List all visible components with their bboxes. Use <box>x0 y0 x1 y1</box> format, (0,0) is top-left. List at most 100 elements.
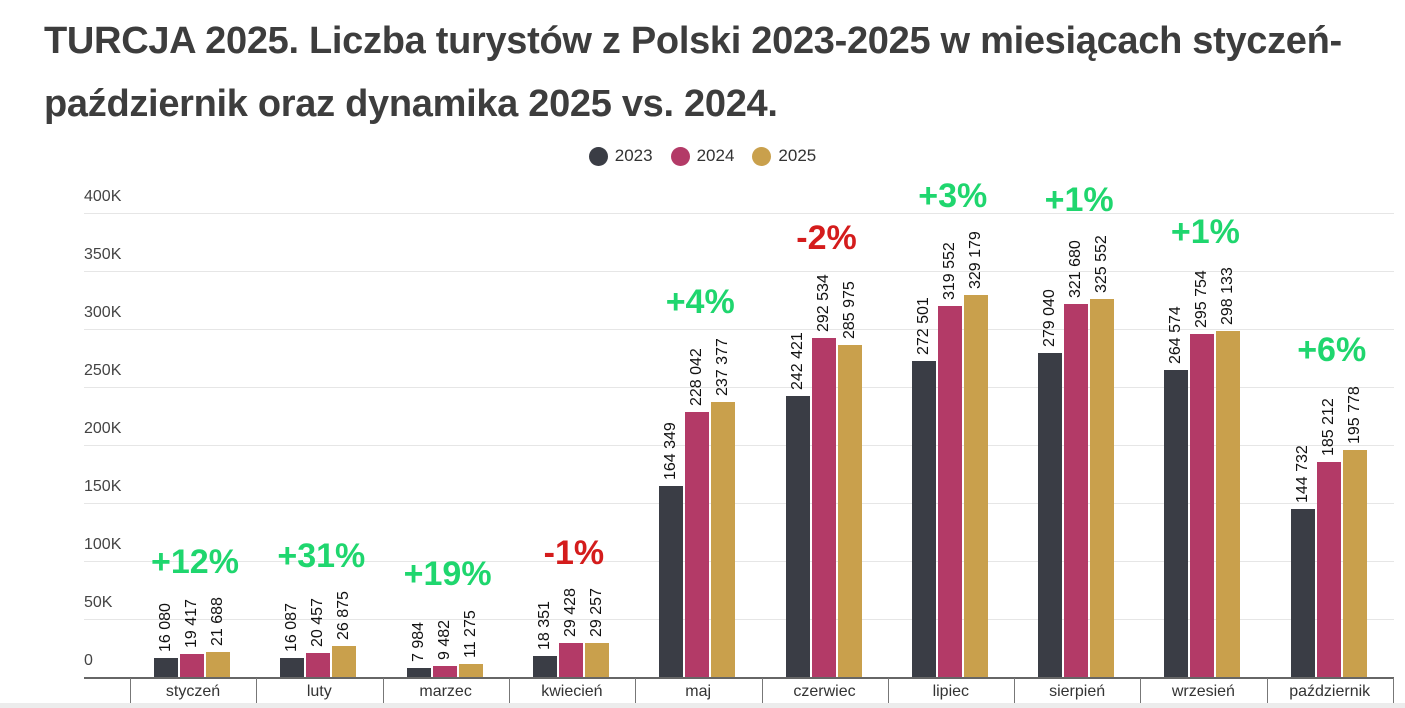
bar-2024-sierpień[interactable] <box>1064 303 1089 677</box>
legend-item-2023[interactable]: 2023 <box>588 146 653 166</box>
x-tick-separator <box>1266 678 1268 704</box>
y-tick-label: 200K <box>84 420 122 437</box>
bar-2024-lipiec[interactable] <box>937 306 962 677</box>
value-label: 164 349 <box>662 422 680 481</box>
bar-2023-lipiec[interactable] <box>911 360 936 677</box>
bar-2024-październik[interactable] <box>1316 462 1341 677</box>
bar-2025-styczeń[interactable] <box>206 651 230 677</box>
bar-2025-kwiecień[interactable] <box>584 643 609 677</box>
bar-2023-czerwiec[interactable] <box>785 395 810 677</box>
bar-2023-maj[interactable] <box>659 486 684 677</box>
y-tick-label: 400K <box>84 188 122 205</box>
y-tick-label: 250K <box>84 362 122 379</box>
bar-2024-styczeń[interactable] <box>180 654 204 677</box>
y-tick-label: 150K <box>84 478 122 495</box>
value-label: 185 212 <box>1319 398 1337 457</box>
legend-item-2025[interactable]: 2025 <box>752 146 816 166</box>
gridline <box>84 561 1394 562</box>
bar-2025-marzec[interactable] <box>458 663 483 677</box>
x-tick-separator <box>130 678 131 704</box>
bar-2023-styczeń[interactable] <box>154 658 178 677</box>
value-label: 321 680 <box>1067 240 1085 298</box>
x-tick-separator <box>1140 678 1142 704</box>
y-tick-label: 300K <box>84 304 122 321</box>
dynamics-annotation: -1% <box>543 533 605 572</box>
legend-dot-2023-icon <box>588 146 608 166</box>
x-tick-separator <box>382 678 384 704</box>
dynamics-annotation: +4% <box>665 283 735 322</box>
x-category-label: marzec <box>419 683 472 700</box>
legend: 2023 2024 2025 <box>0 146 1405 166</box>
bar-2024-wrzesień[interactable] <box>1190 333 1215 677</box>
legend-label: 2024 <box>696 146 735 165</box>
gridline <box>84 503 1394 504</box>
x-category-label: sierpień <box>1049 683 1106 700</box>
legend-dot-2024-icon <box>670 146 690 166</box>
bar-2024-czerwiec[interactable] <box>811 337 836 677</box>
chart-title: TURCJA 2025. Liczba turystów z Polski 20… <box>44 20 1342 125</box>
value-label: 298 133 <box>1219 267 1237 326</box>
value-label: 11 275 <box>461 610 479 658</box>
value-label: 19 417 <box>183 599 200 649</box>
value-label: 264 574 <box>1167 306 1185 365</box>
x-tick-separator <box>635 678 637 704</box>
x-tick-separator <box>1393 678 1394 704</box>
dynamics-annotation: +3% <box>918 176 988 215</box>
value-label: 29 257 <box>587 588 605 638</box>
dynamics-annotation: -2% <box>796 219 857 258</box>
dynamics-annotation: +1% <box>1170 212 1240 251</box>
value-label: 20 457 <box>309 598 327 648</box>
value-label: 26 875 <box>335 590 353 640</box>
dynamics-annotation: +6% <box>1297 331 1367 370</box>
x-tick-separator <box>1014 678 1016 704</box>
gridline <box>84 213 1394 214</box>
value-label: 9 482 <box>435 619 453 660</box>
legend-item-2024[interactable]: 2024 <box>670 146 735 166</box>
x-tick-separator <box>256 678 258 704</box>
bar-2025-wrzesień[interactable] <box>1216 331 1241 677</box>
bar-2023-kwiecień[interactable] <box>532 655 557 677</box>
bar-2025-luty[interactable] <box>332 645 357 677</box>
value-label: 285 975 <box>840 281 858 340</box>
value-label: 325 552 <box>1093 235 1111 294</box>
bar-2023-wrzesień[interactable] <box>1164 370 1189 677</box>
bar-2023-sierpień[interactable] <box>1038 353 1063 677</box>
bottom-band <box>0 703 1405 708</box>
bar-2024-maj[interactable] <box>685 412 710 677</box>
gridline <box>84 445 1394 446</box>
x-category-label: luty <box>306 683 332 700</box>
x-axis-line <box>84 677 1394 679</box>
bar-2023-październik[interactable] <box>1290 509 1315 677</box>
y-tick-label: 0 <box>84 652 93 669</box>
value-label: 18 351 <box>535 600 553 650</box>
bar-2025-maj[interactable] <box>711 401 736 677</box>
value-label: 319 552 <box>940 242 958 301</box>
bar-2025-sierpień[interactable] <box>1090 299 1115 677</box>
x-category-label: kwiecień <box>541 683 603 700</box>
bar-2025-październik[interactable] <box>1342 449 1367 677</box>
value-label: 16 087 <box>283 603 301 653</box>
x-category-label: październik <box>1289 683 1371 700</box>
value-label: 7 984 <box>409 621 427 662</box>
bar-2024-luty[interactable] <box>306 653 331 677</box>
x-category-label: wrzesień <box>1171 683 1235 700</box>
legend-label: 2025 <box>778 146 817 165</box>
bar-2024-marzec[interactable] <box>432 666 457 677</box>
bar-2025-czerwiec[interactable] <box>837 345 862 677</box>
value-label: 272 501 <box>914 297 932 355</box>
y-tick-label: 100K <box>84 536 122 553</box>
value-label: 21 688 <box>209 596 226 646</box>
bar-2023-luty[interactable] <box>280 658 305 677</box>
gridline <box>84 387 1394 388</box>
dynamics-annotation: +1% <box>1044 180 1114 219</box>
x-category-label: lipiec <box>932 683 970 700</box>
gridline <box>84 619 1394 620</box>
x-category-label: czerwiec <box>793 683 856 700</box>
bar-2023-marzec[interactable] <box>406 667 431 677</box>
bar-2024-kwiecień[interactable] <box>558 642 583 677</box>
legend-label: 2023 <box>614 146 653 165</box>
bar-2025-lipiec[interactable] <box>963 295 988 677</box>
x-category-label: maj <box>685 683 712 700</box>
value-label: 292 534 <box>814 273 832 332</box>
